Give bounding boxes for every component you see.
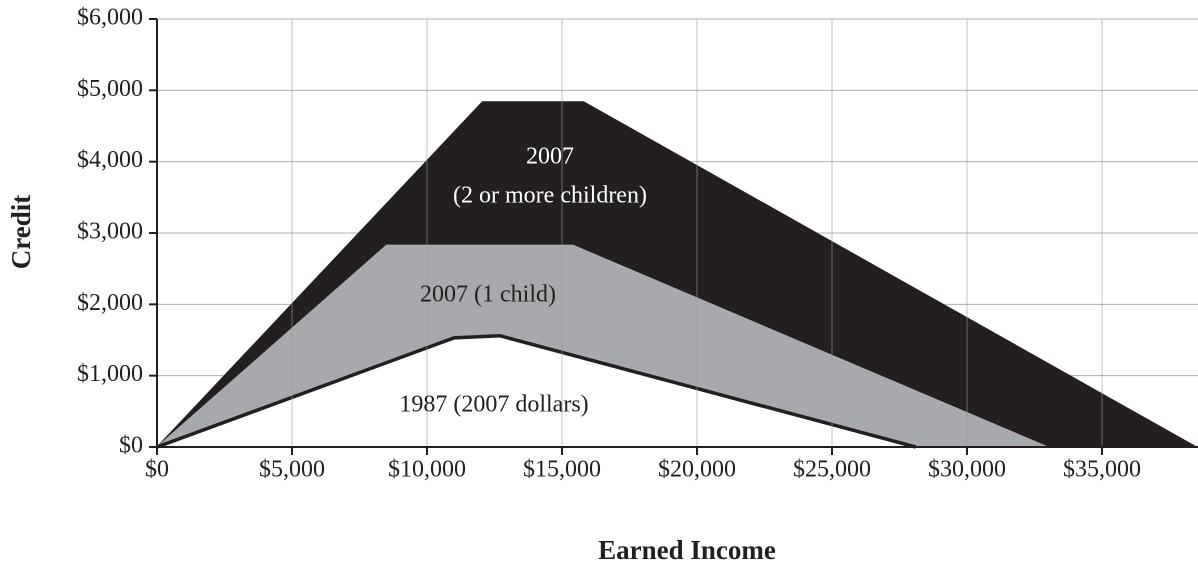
y-tick-label: $5,000 <box>77 76 143 102</box>
y-tick-label: $6,000 <box>77 5 143 31</box>
x-tick-label: $0 <box>145 457 169 483</box>
y-tick-label: $2,000 <box>77 290 143 316</box>
x-tick-label: $30,000 <box>928 457 1006 483</box>
x-tick-label: $10,000 <box>388 457 466 483</box>
x-tick-label: $35,000 <box>1063 457 1141 483</box>
x-tick-label: $20,000 <box>658 457 736 483</box>
x-axis-title: Earned Income <box>598 535 776 565</box>
series-label: 2007 (1 child) <box>420 282 556 308</box>
series-label: 2007 <box>526 144 574 170</box>
line <box>156 333 917 449</box>
x-tick-label: $15,000 <box>523 457 601 483</box>
y-tick-label: $4,000 <box>77 147 143 173</box>
x-tick-label: $25,000 <box>793 457 871 483</box>
y-tick-label: $1,000 <box>77 361 143 387</box>
series-label: (2 or more children) <box>453 183 647 209</box>
area <box>157 335 916 447</box>
y-axis-title: Credit <box>6 195 36 270</box>
series-label: 1987 (2007 dollars) <box>399 392 588 418</box>
y-tick-label: $0 <box>119 433 143 459</box>
x-tick-label: $5,000 <box>259 457 325 483</box>
y-tick-label: $3,000 <box>77 219 143 245</box>
